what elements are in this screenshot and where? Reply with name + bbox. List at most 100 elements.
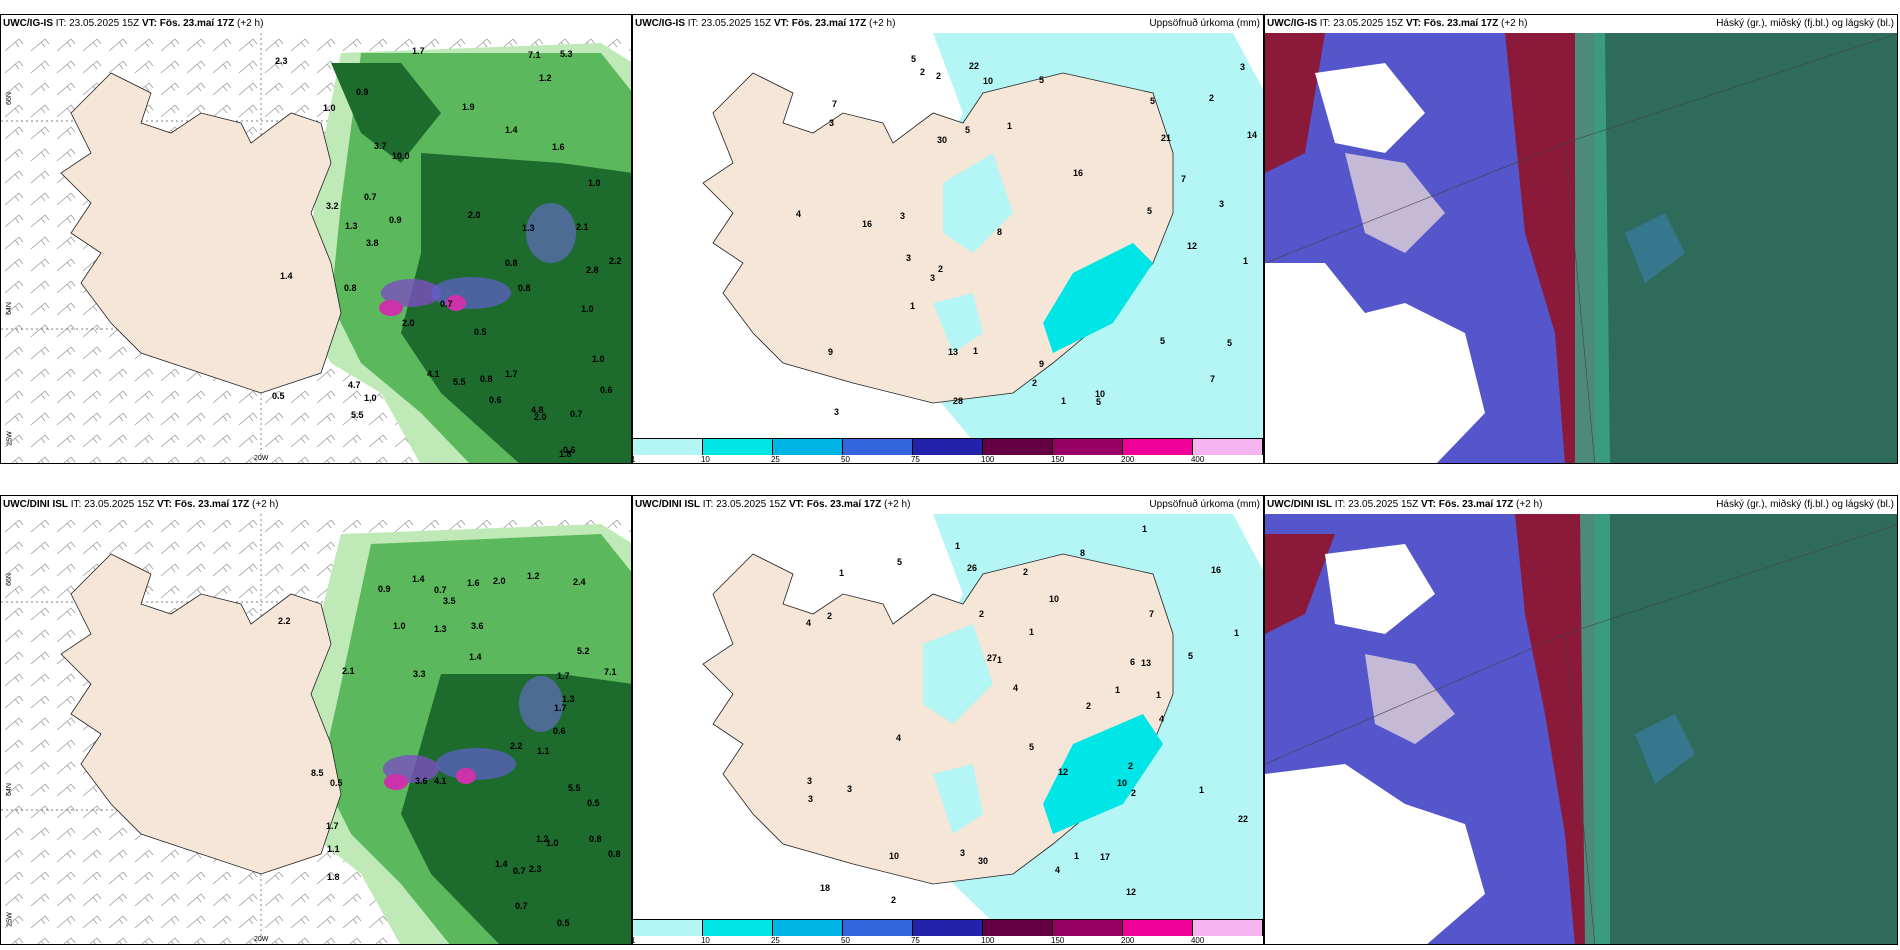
precip-value-label: 2.0: [493, 576, 506, 586]
precip-value-label: 3: [900, 211, 906, 221]
init-time: IT: 23.05.2025 15Z: [1319, 18, 1404, 29]
precip-value-label: 1.4: [280, 271, 293, 281]
precip-value-label: 0.9: [378, 584, 391, 594]
precip-value-label: 1.4: [505, 125, 518, 135]
panel-header: UWC/IG-IS IT: 23.05.2025 15Z VT: Fös. 23…: [633, 15, 1263, 33]
precip-value-label: 1.6: [467, 578, 480, 588]
legend-swatch: [1193, 439, 1263, 455]
precip-value-label: 1: [1061, 396, 1067, 406]
map-accumulated-precip: 4 5 2 1 2 3 3 3 2 5 1 5 1 7 9 2 5 2 10 8 1 7 5 1 5 14 16 12 10 30 28 22…: [633, 33, 1263, 463]
precip-value-label: 0.7: [515, 901, 528, 911]
precip-value-label: 2: [1032, 378, 1038, 388]
precip-value-label: 3.6: [415, 776, 428, 786]
legend-tick-label: 150: [1051, 936, 1065, 945]
precip-value-label: 4: [896, 733, 902, 743]
precip-value-label: 2: [1131, 788, 1137, 798]
field-title: Háský (gr.), miðský (fj.bl.) og lágský (…: [1716, 499, 1894, 510]
precip-value-label: 1: [1199, 785, 1205, 795]
precip-value-label: 2.1: [342, 666, 355, 676]
legend-tick-label: 150: [1051, 455, 1065, 464]
lead-time: (+2 h): [237, 18, 264, 29]
precip-value-label: 2.2: [609, 256, 622, 266]
precip-value-label: 4: [1055, 865, 1061, 875]
precip-value-label: 22: [969, 61, 980, 71]
legend-swatch: [633, 439, 703, 455]
precip-value-label: 2: [1209, 93, 1215, 103]
precip-value-label: 21: [1161, 133, 1172, 143]
precip-value-label: 17: [1100, 852, 1111, 862]
precip-value-label: 3: [834, 407, 840, 417]
precip-value-label: 2.1: [576, 222, 589, 232]
init-time: IT: 23.05.2025 15Z: [1334, 499, 1419, 510]
legend-tick-label: 1: [633, 936, 635, 944]
lead-time: (+2 h): [1516, 499, 1543, 510]
precip-value-label: 10: [1117, 778, 1128, 788]
precip-value-label: 1.0: [393, 621, 406, 631]
valid-time: VT: Fös. 23.maí 17Z: [773, 18, 867, 29]
precip-value-label: 1.0: [592, 354, 605, 364]
precip-value-label: 0.8: [589, 834, 602, 844]
legend-tick-label: 100: [981, 455, 995, 464]
lead-time: (+2 h): [869, 18, 896, 29]
precip-value-label: 9: [1039, 359, 1045, 369]
precip-value-label: 2: [1128, 761, 1134, 771]
precip-value-label: 1.3: [562, 694, 575, 704]
precip-value-label: 2: [1086, 701, 1092, 711]
panel-top-right: UWC/IG-IS IT: 23.05.2025 15Z VT: Fös. 23…: [1264, 14, 1898, 464]
precip-value-label: 1.0: [323, 103, 336, 113]
legend-swatch: [773, 920, 843, 936]
precip-value-label: 1.7: [326, 821, 339, 831]
valid-time: VT: Fös. 23.maí 17Z: [788, 499, 882, 510]
precip-value-label: 1.4: [495, 859, 508, 869]
precip-value-label: 0.7: [434, 585, 447, 595]
precip-value-label: 3: [847, 784, 853, 794]
model-name: UWC/DINI ISL: [635, 499, 700, 510]
precip-value-label: 1: [1007, 121, 1013, 131]
precip-value-label: 13: [948, 347, 959, 357]
precip-value-label: 10: [1049, 594, 1060, 604]
legend-tick-label: 10: [700, 455, 710, 464]
precip-value-label: 2.0: [468, 210, 481, 220]
precip-value-label: 2.2: [510, 741, 523, 751]
precip-value-label: 0.8: [518, 283, 531, 293]
precip-value-label: 4.7: [348, 380, 361, 390]
model-name: UWC/IG-IS: [635, 18, 685, 29]
map-wind-precip: 66N 64N 20W 25W 0.8 0.8 2.1 0.7 1.4 0.5 1.0 0.9…: [1, 33, 631, 463]
precip-value-label: 3: [960, 848, 966, 858]
precip-value-label: 0.8: [344, 283, 357, 293]
precip-value-label: 4.1: [434, 776, 447, 786]
precip-value-label: 0.6: [600, 385, 613, 395]
precip-value-label: 30: [978, 856, 989, 866]
legend-swatch: [1123, 439, 1193, 455]
precip-value-label: 10: [983, 76, 994, 86]
precip-value-label: 1.4: [412, 574, 425, 584]
panel-header: UWC/DINI ISL IT: 23.05.2025 15Z VT: Fös.…: [1265, 496, 1897, 514]
lead-time: (+2 h): [252, 499, 279, 510]
precip-value-label: 5: [1096, 397, 1102, 407]
legend-tick-label: 200: [1121, 455, 1135, 464]
model-name: UWC/DINI ISL: [1267, 499, 1332, 510]
valid-time: VT: Fös. 23.maí 17Z: [141, 18, 235, 29]
model-name: UWC/DINI ISL: [3, 499, 68, 510]
precip-value-label: 2: [979, 609, 985, 619]
legend-tick-label: 75: [910, 455, 920, 464]
precip-value-label: 1.3: [522, 223, 535, 233]
legend-swatch: [703, 920, 773, 936]
precip-value-label: 30: [937, 135, 948, 145]
map-canvas: [633, 514, 1263, 922]
precip-value-label: 2.8: [586, 265, 599, 275]
precip-value-label: 5: [1160, 336, 1166, 346]
panel-header: UWC/IG-IS IT: 23.05.2025 15Z VT: Fös. 23…: [1265, 15, 1897, 33]
precip-value-label: 1: [1243, 256, 1249, 266]
precip-value-label: 1.4: [469, 652, 482, 662]
map-accumulated-precip: 1 1 5 3 1 1 2 2 3 10 4 1 3 1 1 4 5 2 12 10 8 1 6 2 7 2 3 5 13 10 26 27 3…: [633, 514, 1263, 944]
precip-value-label: 1: [839, 568, 845, 578]
precip-value-label: 5.5: [351, 410, 364, 420]
precip-value-label: 1.8: [559, 449, 572, 459]
precip-value-label: 0.8: [480, 374, 493, 384]
precip-value-label: 5.5: [568, 783, 581, 793]
legend-swatch: [1053, 920, 1123, 936]
precip-value-label: 0.7: [570, 409, 583, 419]
precip-value-label: 2.3: [529, 864, 542, 874]
precip-value-label: 16: [862, 219, 873, 229]
